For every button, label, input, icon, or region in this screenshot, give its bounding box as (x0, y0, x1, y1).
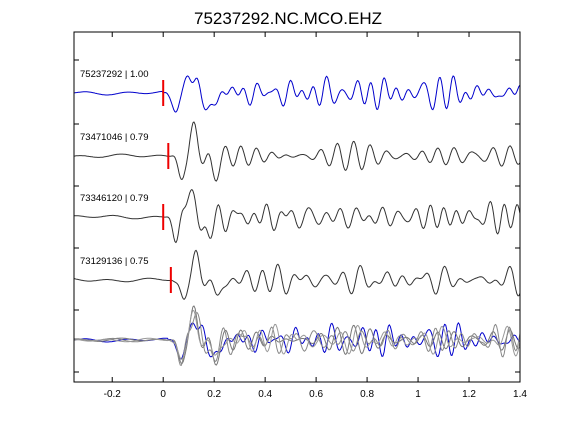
trace-labels: 75237292 | 1.00 73471046 | 0.79 73346120 |… (80, 69, 149, 267)
overlay-trace (73, 305, 521, 366)
y-axis-ticks (74, 59, 520, 373)
x-tick-label: 1 (415, 389, 421, 400)
x-tick-label: -0.2 (104, 389, 122, 400)
trace-label: 75237292 | 1.00 (80, 69, 149, 80)
x-tick-label: 1.4 (513, 389, 527, 400)
plot-frame (73, 31, 521, 383)
waveform-trace (73, 189, 521, 244)
x-tick-label: 0.6 (309, 389, 323, 400)
x-tick-label: 1.2 (462, 389, 476, 400)
traces-layer (73, 75, 521, 366)
waveform-trace (73, 249, 521, 300)
x-tick-label: 0.2 (207, 389, 221, 400)
overlay-trace (73, 309, 521, 360)
waveform-trace (73, 75, 521, 113)
x-tick-label: 0 (160, 389, 166, 400)
waveform-trace (73, 121, 521, 182)
x-tick-label: 0.4 (258, 389, 272, 400)
chart-title: 75237292.NC.MCO.EHZ (194, 9, 382, 28)
trace-label: 73129136 | 0.75 (80, 256, 149, 267)
x-tick-label: 0.8 (360, 389, 374, 400)
x-axis-ticks: -0.2 0 0.2 0.4 0.6 0.8 1 1.2 1.4 (104, 32, 527, 400)
overlay-trace (73, 312, 521, 366)
trace-label: 73471046 | 0.79 (80, 132, 149, 143)
picks-layer (162, 80, 172, 293)
trace-label: 73346120 | 0.79 (80, 193, 149, 204)
